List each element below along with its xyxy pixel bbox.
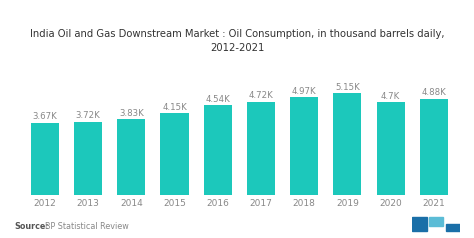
Bar <box>412 217 427 231</box>
Bar <box>420 99 448 195</box>
Bar <box>204 105 232 195</box>
Text: 3.83K: 3.83K <box>119 109 144 118</box>
Text: 3.67K: 3.67K <box>33 112 57 121</box>
Text: Source:: Source: <box>14 222 49 231</box>
Bar <box>446 224 460 231</box>
Bar <box>31 123 59 195</box>
Bar <box>429 217 443 226</box>
Text: India Oil and Gas Downstream Market : Oil Consumption, in thousand barrels daily: India Oil and Gas Downstream Market : Oi… <box>30 29 444 53</box>
Bar <box>161 113 189 195</box>
Text: 4.97K: 4.97K <box>292 86 317 95</box>
Bar <box>74 122 102 195</box>
Text: 4.7K: 4.7K <box>381 92 400 101</box>
Bar <box>290 97 318 195</box>
Bar <box>376 102 405 195</box>
Text: BP Statistical Review: BP Statistical Review <box>40 222 129 231</box>
Bar <box>333 93 362 195</box>
Text: 4.15K: 4.15K <box>162 103 187 112</box>
Text: 4.54K: 4.54K <box>205 95 230 104</box>
Bar <box>117 119 146 195</box>
Text: 5.15K: 5.15K <box>335 83 360 92</box>
Text: 3.72K: 3.72K <box>76 111 100 120</box>
Text: 4.72K: 4.72K <box>248 91 273 100</box>
Bar <box>247 102 275 195</box>
Text: 4.88K: 4.88K <box>421 88 446 97</box>
